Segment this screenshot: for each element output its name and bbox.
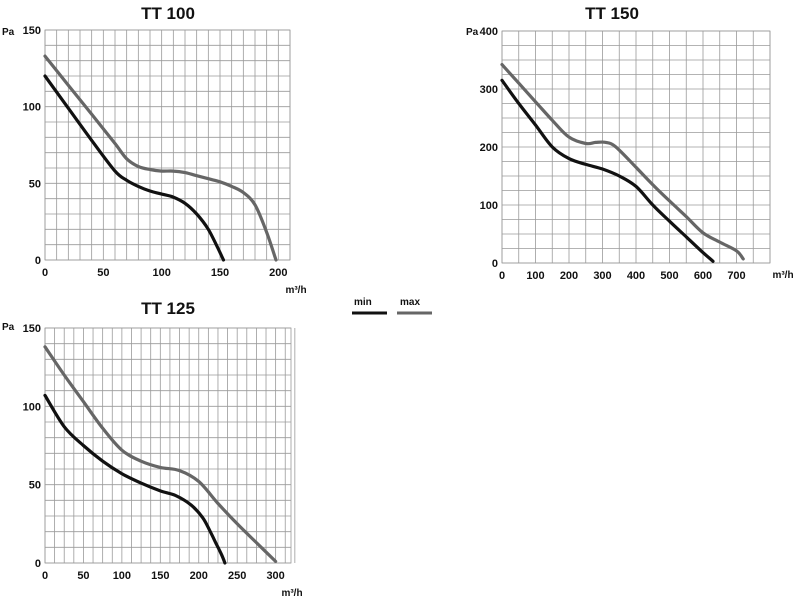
x-tick-label: 200	[190, 570, 208, 582]
x-tick-label: 50	[77, 570, 89, 582]
chart-tt-125: TT 125 Pa m³/h 0 50 100 150 200 250 300 0 50 100 1…	[2, 299, 303, 599]
plot-frame	[501, 30, 771, 264]
legend: min max	[352, 297, 432, 315]
y-tick-label: 50	[29, 178, 41, 190]
series-line-min	[500, 78, 715, 263]
plot-frame	[44, 29, 291, 261]
x-tick-label: 400	[627, 270, 645, 282]
x-tick-label: 100	[526, 270, 544, 282]
x-tick-label: 100	[152, 267, 170, 279]
y-axis-label: Pa	[466, 27, 479, 38]
chart-title: TT 100	[141, 4, 195, 23]
x-axis-label: m³/h	[281, 588, 302, 599]
plot-area: 0 50 100 150 200 0 50 100 150	[23, 25, 291, 279]
x-tick-label: 300	[593, 270, 611, 282]
x-tick-label: 150	[151, 570, 169, 582]
legend-min-label: min	[354, 297, 372, 308]
x-tick-label: 600	[694, 270, 712, 282]
x-tick-label: 700	[727, 270, 745, 282]
x-tick-label: 500	[660, 270, 678, 282]
plot-frame	[44, 327, 292, 564]
x-tick-label: 200	[269, 267, 287, 279]
series-line-max	[43, 54, 278, 262]
series-line-max	[43, 345, 278, 563]
chart-tt-100: TT 100 Pa m³/h 0 50 100 150 200 0 50 100 150	[2, 4, 307, 296]
y-tick-label: 150	[23, 25, 41, 37]
chart-tt-150: TT 150 Pa m³/h 0 100 200 300 400 500 600 700 0 10…	[466, 4, 794, 282]
y-tick-label: 100	[23, 401, 41, 413]
x-tick-label: 50	[97, 267, 109, 279]
x-tick-label: 0	[499, 270, 505, 282]
y-axis-label: Pa	[2, 27, 15, 38]
y-tick-label: 50	[29, 480, 41, 492]
x-axis-label: m³/h	[285, 285, 306, 296]
x-tick-label: 0	[42, 267, 48, 279]
y-tick-label: 100	[23, 102, 41, 114]
series-line-min	[43, 393, 227, 565]
x-axis-label: m³/h	[772, 270, 793, 281]
plot-area: 0 50 100 150 200 250 300 0 50 100 150	[23, 323, 296, 582]
y-tick-label: 400	[480, 26, 498, 38]
x-tick-label: 150	[211, 267, 229, 279]
y-tick-label: 0	[492, 258, 498, 270]
y-tick-label: 100	[480, 200, 498, 212]
chart-title: TT 125	[141, 299, 195, 318]
legend-max-label: max	[400, 297, 420, 308]
x-tick-label: 300	[266, 570, 284, 582]
y-tick-label: 300	[480, 84, 498, 96]
y-tick-label: 0	[35, 255, 41, 267]
chart-title: TT 150	[585, 4, 639, 23]
x-tick-label: 100	[113, 570, 131, 582]
y-tick-label: 150	[23, 323, 41, 335]
y-tick-label: 200	[480, 142, 498, 154]
y-axis-label: Pa	[2, 322, 15, 333]
x-tick-label: 0	[42, 570, 48, 582]
x-tick-label: 250	[228, 570, 246, 582]
y-tick-label: 0	[35, 558, 41, 570]
series-line-min	[43, 74, 226, 262]
x-tick-label: 200	[560, 270, 578, 282]
series-line-max	[500, 62, 745, 261]
plot-area: 0 100 200 300 400 500 600 700 0 100 200 300 400	[480, 26, 771, 282]
